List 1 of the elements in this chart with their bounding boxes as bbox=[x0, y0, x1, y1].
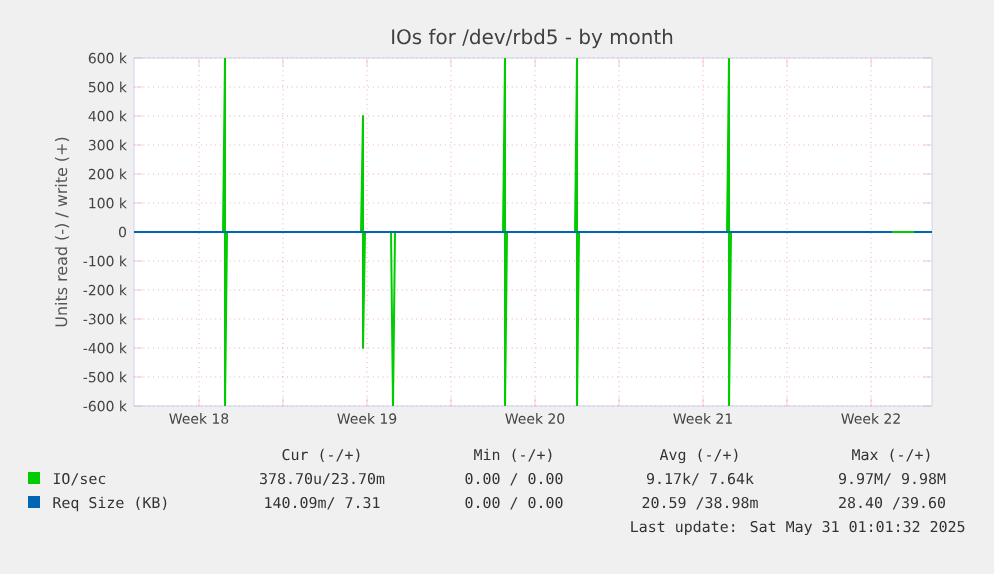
chart-title: IOs for /dev/rbd5 - by month bbox=[392, 28, 673, 49]
